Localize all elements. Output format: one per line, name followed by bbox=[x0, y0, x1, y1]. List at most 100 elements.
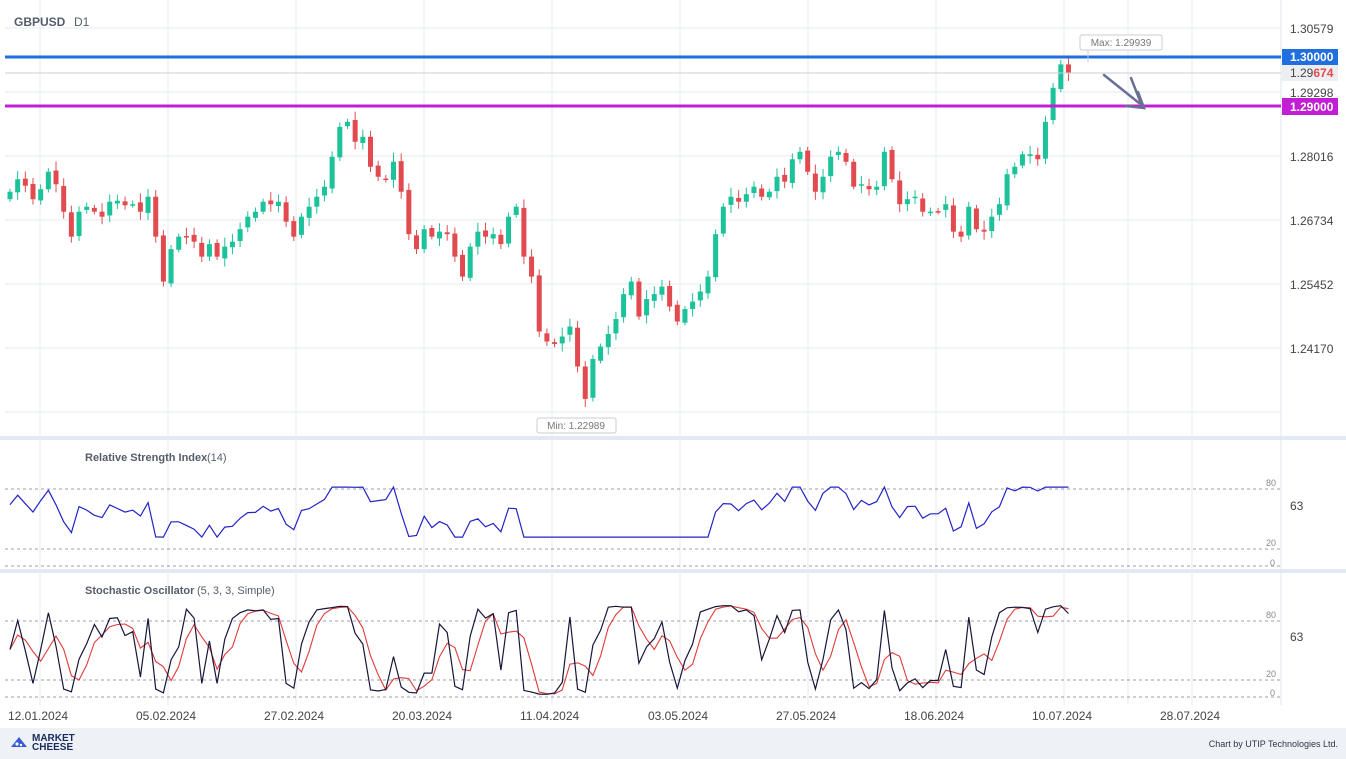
brand-text: MARKET CHEESE bbox=[32, 734, 75, 753]
candle-bullish bbox=[475, 231, 481, 247]
current-price-suffix: 674 bbox=[1313, 66, 1333, 80]
price-tick: 1.24170 bbox=[1290, 342, 1334, 356]
candle-bearish bbox=[812, 173, 818, 192]
stochastic-title: Stochastic Oscillator bbox=[85, 585, 195, 597]
candle-bullish bbox=[720, 206, 726, 234]
candle-bearish bbox=[950, 205, 956, 232]
candle-bullish bbox=[728, 196, 734, 205]
date-axis: 12.01.2024 05.02.2024 27.02.2024 20.03.2… bbox=[8, 709, 1220, 723]
chart-credit: Chart by UTIP Technologies Ltd. bbox=[1208, 739, 1338, 749]
candle-bearish bbox=[889, 149, 895, 180]
date-tick: 27.05.2024 bbox=[776, 709, 836, 723]
candle-bullish bbox=[598, 346, 604, 361]
candle-bullish bbox=[743, 194, 749, 202]
candle-bearish bbox=[30, 183, 36, 200]
candle-bullish bbox=[84, 206, 90, 210]
date-tick: 28.07.2024 bbox=[1160, 709, 1220, 723]
candle-bearish bbox=[782, 174, 788, 182]
candle-bullish bbox=[1012, 166, 1018, 175]
candle-bearish bbox=[521, 207, 527, 257]
candle-bearish bbox=[444, 232, 450, 235]
candle-bullish bbox=[7, 191, 13, 200]
candle-bullish bbox=[621, 294, 627, 318]
candle-bullish bbox=[881, 151, 887, 187]
candle-bullish bbox=[344, 121, 350, 127]
candle-bearish bbox=[1035, 154, 1041, 160]
max-label: Max: 1.29939 bbox=[1091, 38, 1152, 49]
stoch-label-0: 0 bbox=[1270, 688, 1275, 698]
candle-bearish bbox=[1065, 64, 1071, 73]
rsi-label-20: 20 bbox=[1266, 538, 1276, 548]
rsi-title: Relative Strength Index bbox=[85, 452, 208, 464]
rsi-params: (14) bbox=[207, 452, 227, 464]
candle-bearish bbox=[22, 178, 28, 186]
candle-bearish bbox=[498, 234, 504, 245]
candle-bearish bbox=[283, 202, 289, 222]
candle-bullish bbox=[245, 216, 251, 228]
candle-bearish bbox=[383, 178, 389, 181]
candle-bullish bbox=[659, 286, 665, 295]
candle-bullish bbox=[644, 299, 650, 316]
candle-bearish bbox=[529, 256, 535, 277]
date-tick: 18.06.2024 bbox=[904, 709, 964, 723]
candle-bullish bbox=[989, 216, 995, 232]
candle-bullish bbox=[314, 196, 320, 207]
candle-bullish bbox=[306, 206, 312, 218]
candle-bearish bbox=[460, 254, 466, 277]
candle-bullish bbox=[789, 159, 795, 183]
arrow-line-1 bbox=[1102, 73, 1141, 105]
candle-bearish bbox=[843, 152, 849, 162]
candle-bearish bbox=[575, 327, 581, 367]
candle-bearish bbox=[805, 150, 811, 172]
candle-bearish bbox=[759, 188, 765, 197]
candle-bearish bbox=[122, 201, 128, 206]
candle-bearish bbox=[153, 196, 159, 237]
candle-bearish bbox=[973, 208, 979, 230]
candle-bearish bbox=[920, 198, 926, 212]
candle-bullish bbox=[360, 136, 366, 143]
rsi-label-80: 80 bbox=[1266, 478, 1276, 488]
candle-bearish bbox=[536, 275, 542, 332]
candle-bullish bbox=[904, 199, 910, 205]
candle-bullish bbox=[943, 204, 949, 210]
stochastic-params: (5, 3, 3, Simple) bbox=[197, 585, 275, 597]
stoch-label-80: 80 bbox=[1266, 610, 1276, 620]
candle-bullish bbox=[437, 231, 443, 239]
date-tick: 10.07.2024 bbox=[1032, 709, 1092, 723]
brand-logo[interactable]: MARKET CHEESE bbox=[10, 734, 75, 753]
level-badge-1-30000 bbox=[1282, 49, 1338, 65]
candle-bearish bbox=[53, 170, 59, 185]
candle-bullish bbox=[766, 191, 772, 198]
timeframe-label: D1 bbox=[74, 15, 90, 29]
candle-bearish bbox=[674, 304, 680, 322]
candle-bullish bbox=[107, 201, 113, 216]
candle-bullish bbox=[1019, 154, 1025, 166]
candle-bullish bbox=[797, 151, 803, 160]
candle-bearish bbox=[483, 230, 489, 237]
candle-bullish bbox=[421, 229, 427, 250]
min-callout bbox=[536, 417, 617, 434]
candle-bullish bbox=[613, 319, 619, 334]
candle-bearish bbox=[544, 333, 550, 342]
candle-bearish bbox=[68, 212, 74, 237]
candle-bearish bbox=[981, 229, 987, 232]
candle-bullish bbox=[15, 179, 21, 193]
rsi-line bbox=[9, 485, 1069, 539]
candle-bearish bbox=[958, 231, 964, 237]
candle-bullish bbox=[237, 229, 243, 242]
candle-bullish bbox=[996, 204, 1002, 215]
candle-bullish bbox=[697, 291, 703, 301]
candle-bullish bbox=[912, 196, 918, 199]
candle-bullish bbox=[222, 246, 228, 259]
date-tick: 03.05.2024 bbox=[648, 709, 708, 723]
candle-bullish bbox=[966, 206, 972, 236]
candle-bearish bbox=[935, 211, 941, 213]
price-tick: 1.28016 bbox=[1290, 150, 1334, 164]
date-tick: 11.04.2024 bbox=[520, 709, 579, 723]
candle-bearish bbox=[866, 186, 872, 190]
candle-bullish bbox=[391, 161, 396, 180]
candle-bullish bbox=[130, 204, 136, 206]
candle-bearish bbox=[582, 366, 588, 399]
current-price-prefix: 1.29 bbox=[1290, 66, 1314, 80]
